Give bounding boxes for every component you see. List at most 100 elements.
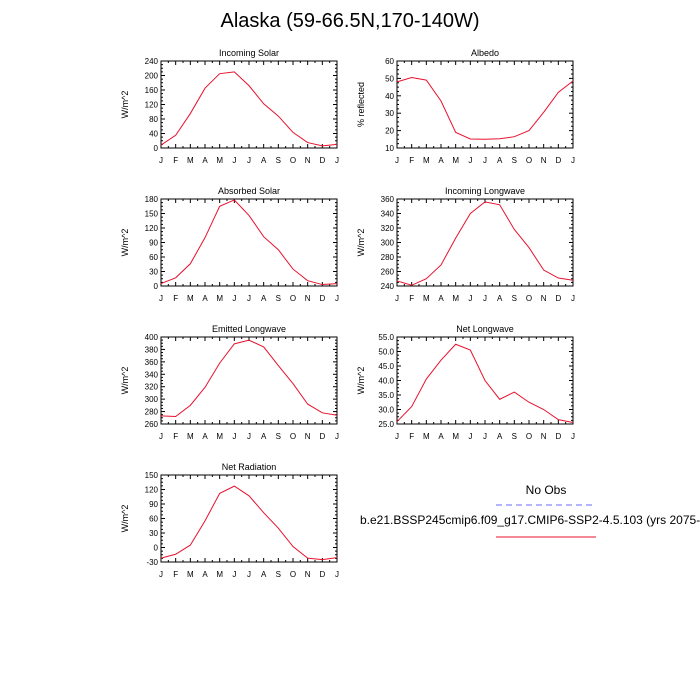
x-tick-label: A (202, 294, 208, 303)
x-tick-label: M (452, 294, 459, 303)
y-tick-label: 300 (381, 239, 395, 248)
x-tick-label: F (173, 570, 178, 579)
y-tick-label: 20 (385, 127, 394, 136)
x-tick-label: M (423, 156, 430, 165)
x-tick-label: A (497, 156, 503, 165)
y-tick-label: 55.0 (378, 333, 394, 342)
x-tick-label: N (541, 432, 547, 441)
series-line (396, 77, 574, 140)
y-tick-label: 260 (381, 268, 395, 277)
series-line (160, 199, 338, 286)
x-tick-label: M (452, 156, 459, 165)
y-axis-label: % reflected (356, 82, 366, 127)
x-tick-label: M (187, 432, 194, 441)
x-tick-label: J (247, 156, 251, 165)
x-tick-label: A (202, 432, 208, 441)
x-tick-label: J (247, 570, 251, 579)
x-tick-label: F (173, 294, 178, 303)
y-axis-label: W/m^2 (120, 505, 130, 533)
x-tick-label: M (216, 156, 223, 165)
panel-title: Incoming Solar (219, 48, 279, 58)
x-tick-label: D (319, 156, 325, 165)
x-tick-label: N (541, 156, 547, 165)
y-tick-label: 360 (145, 358, 159, 367)
series-line (160, 485, 338, 561)
y-tick-label: 340 (145, 370, 159, 379)
x-tick-label: F (409, 294, 414, 303)
panel-title: Emitted Longwave (212, 324, 286, 334)
x-tick-label: M (187, 156, 194, 165)
x-tick-label: J (468, 156, 472, 165)
x-tick-label: J (335, 570, 339, 579)
y-tick-label: 35.0 (378, 391, 394, 400)
x-tick-label: D (319, 432, 325, 441)
x-tick-label: J (483, 156, 487, 165)
x-tick-label: O (526, 156, 532, 165)
x-tick-label: N (305, 432, 311, 441)
y-tick-label: 50.0 (378, 348, 394, 357)
x-tick-label: F (173, 432, 178, 441)
y-tick-label: 320 (381, 224, 395, 233)
x-tick-label: S (276, 570, 281, 579)
x-tick-label: J (335, 432, 339, 441)
panel-title: Incoming Longwave (445, 186, 525, 196)
x-tick-label: J (232, 570, 236, 579)
x-tick-label: D (319, 570, 325, 579)
series-line (160, 339, 338, 418)
x-tick-label: F (409, 156, 414, 165)
series-line (160, 71, 338, 147)
x-tick-label: A (438, 156, 444, 165)
y-tick-label: 0 (154, 544, 159, 553)
x-tick-label: J (468, 432, 472, 441)
y-tick-label: 320 (145, 383, 159, 392)
y-axis-label: W/m^2 (120, 91, 130, 119)
x-tick-label: J (159, 570, 163, 579)
x-tick-label: J (468, 294, 472, 303)
series-line (396, 201, 574, 286)
y-tick-label: 40 (385, 92, 394, 101)
x-tick-label: M (452, 432, 459, 441)
y-tick-label: 120 (145, 101, 159, 110)
y-tick-label: 0 (154, 282, 159, 291)
x-tick-label: O (290, 570, 296, 579)
y-tick-label: 150 (145, 471, 159, 480)
y-tick-label: 80 (149, 115, 158, 124)
x-tick-label: N (305, 570, 311, 579)
y-tick-label: 150 (145, 210, 159, 219)
y-tick-label: 180 (145, 195, 159, 204)
x-tick-label: S (512, 294, 517, 303)
y-tick-label: 300 (145, 395, 159, 404)
x-tick-label: A (261, 156, 267, 165)
y-tick-label: 40.0 (378, 377, 394, 386)
x-tick-label: O (526, 294, 532, 303)
y-tick-label: 90 (149, 500, 158, 509)
x-tick-label: J (159, 156, 163, 165)
x-tick-label: O (290, 156, 296, 165)
y-axis-label: W/m^2 (120, 367, 130, 395)
x-tick-label: J (571, 432, 575, 441)
plot-frame (160, 198, 338, 287)
x-tick-label: D (555, 156, 561, 165)
x-tick-label: S (512, 432, 517, 441)
x-tick-label: J (247, 432, 251, 441)
x-tick-label: M (423, 432, 430, 441)
y-tick-label: 340 (381, 210, 395, 219)
x-tick-label: A (261, 432, 267, 441)
x-tick-label: M (216, 570, 223, 579)
y-tick-label: 30.0 (378, 406, 394, 415)
x-tick-label: D (555, 432, 561, 441)
panel-title: Albedo (471, 48, 499, 58)
x-tick-label: A (261, 570, 267, 579)
y-tick-label: 30 (149, 529, 158, 538)
x-tick-label: S (276, 156, 281, 165)
x-tick-label: O (526, 432, 532, 441)
x-tick-label: J (247, 294, 251, 303)
x-tick-label: O (290, 294, 296, 303)
